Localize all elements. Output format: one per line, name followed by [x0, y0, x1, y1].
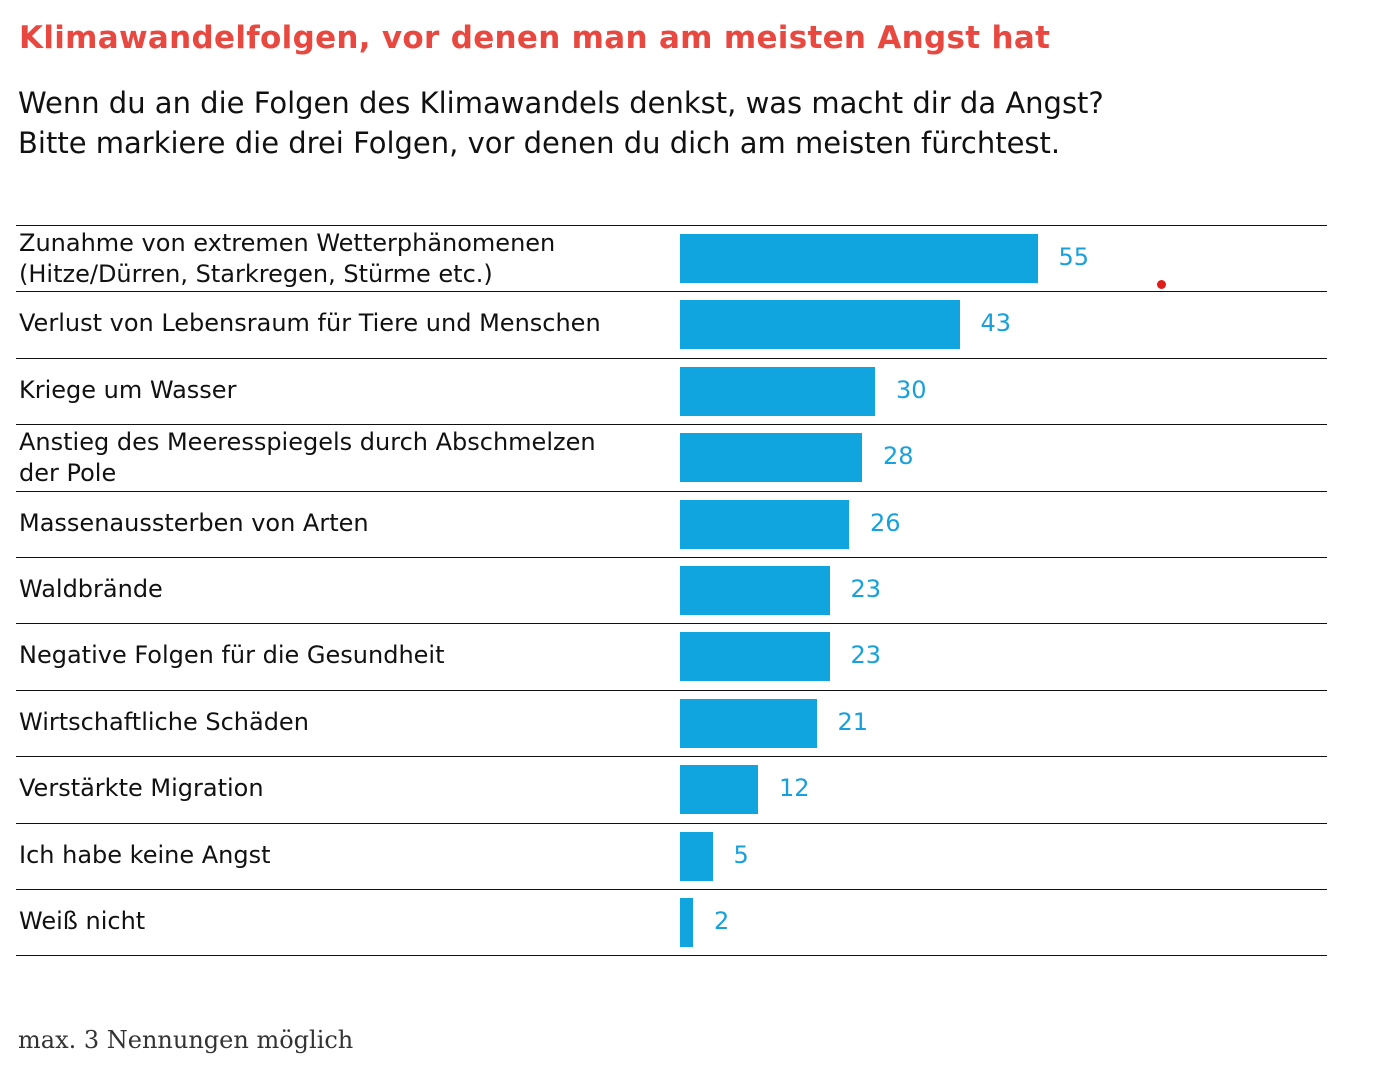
row-divider: [16, 557, 1327, 558]
category-label: Ich habe keine Angst: [19, 840, 271, 869]
row-divider: [16, 689, 1327, 691]
row-divider: [16, 225, 1327, 226]
category-label: Massenaussterben von Arten: [19, 508, 369, 537]
bar: [680, 898, 693, 947]
data-label: 2: [714, 907, 730, 935]
bar: [680, 366, 875, 416]
data-label: 5: [733, 840, 749, 869]
row-divider: [16, 357, 1327, 359]
chart-title: Klimawandelfolgen, vor denen man am meis…: [19, 20, 1051, 56]
red-dot-marker: [1157, 280, 1166, 289]
bar: [680, 566, 830, 615]
chart-subtitle-line-1: Wenn du an die Folgen des Klimawandels d…: [18, 86, 1104, 120]
data-label: 21: [837, 707, 869, 736]
data-label: 12: [779, 774, 810, 803]
bar: [680, 632, 830, 682]
category-label: Wirtschaftliche Schäden: [19, 707, 309, 736]
row-divider: [16, 490, 1327, 492]
bar: [680, 765, 758, 815]
category-label: Zunahme von extremen Wetterphänomenen (H…: [19, 229, 556, 288]
bar: [680, 499, 849, 549]
bar: [680, 234, 1038, 283]
footnote: max. 3 Nennungen möglich: [18, 1026, 354, 1054]
data-label: 55: [1058, 243, 1090, 271]
bar: [680, 300, 960, 350]
data-label: 43: [980, 309, 1012, 338]
data-label: 23: [850, 575, 882, 603]
category-label: Weiß nicht: [19, 907, 146, 935]
category-label: Negative Folgen für die Gesundheit: [19, 641, 445, 670]
data-label: 26: [870, 508, 901, 537]
row-divider: [16, 623, 1327, 625]
data-label: 28: [883, 442, 914, 471]
row-divider: [16, 955, 1327, 957]
row-divider: [16, 889, 1327, 890]
category-label: Verlust von Lebensraum für Tiere und Men…: [19, 309, 601, 338]
data-label: 30: [896, 375, 927, 404]
bar: [680, 433, 862, 483]
row-divider: [16, 291, 1327, 293]
bar: [680, 831, 713, 881]
category-label: Kriege um Wasser: [19, 375, 237, 404]
bar: [680, 698, 817, 748]
row-divider: [16, 822, 1327, 824]
data-label: 23: [850, 641, 882, 670]
category-label: Anstieg des Meeresspiegels durch Abschme…: [19, 428, 596, 488]
row-divider: [16, 424, 1327, 426]
category-label: Waldbrände: [19, 575, 163, 603]
chart-subtitle-line-2: Bitte markiere die drei Folgen, vor dene…: [18, 126, 1061, 160]
row-divider: [16, 756, 1327, 758]
category-label: Verstärkte Migration: [19, 774, 264, 803]
